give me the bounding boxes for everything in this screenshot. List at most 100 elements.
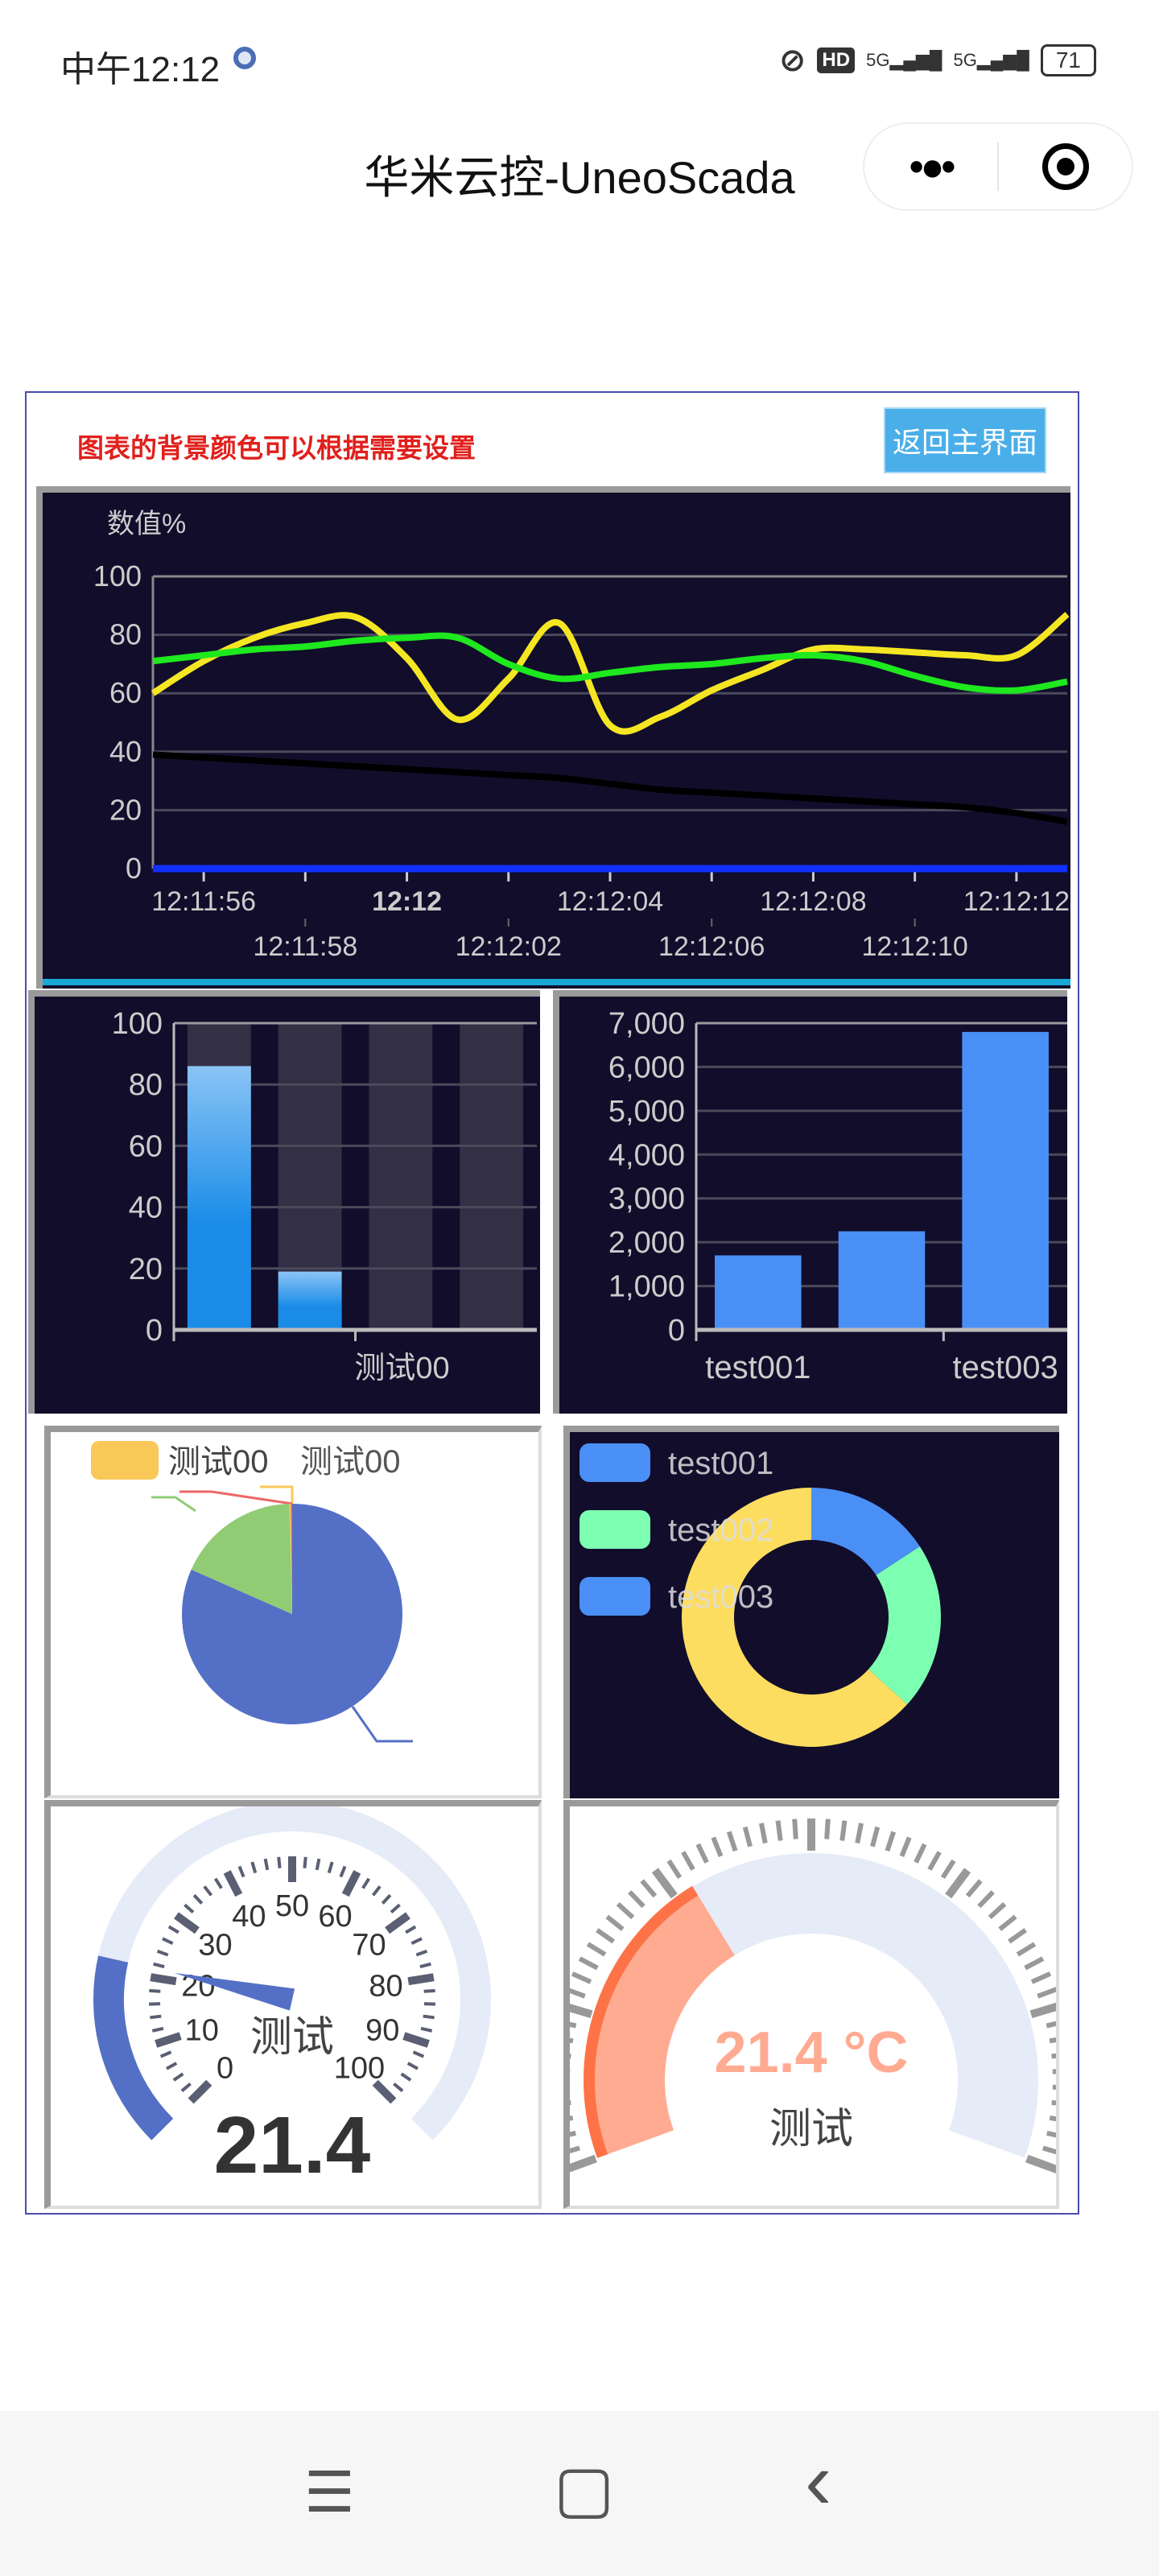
- legend-swatch: [91, 1441, 159, 1480]
- gauge-tick: [759, 1823, 768, 1844]
- gauge-tick: [885, 1831, 897, 1852]
- gauge-tick: [188, 2079, 212, 2104]
- more-dots-icon[interactable]: •●•: [909, 144, 955, 189]
- gauge-tick: [559, 2000, 593, 2019]
- gauge-value: 21.4 °C: [715, 2021, 909, 2085]
- gauge-tick: [998, 1914, 1017, 1931]
- gauge-tick-label: 70: [352, 1929, 386, 1963]
- legend-label: test002: [668, 1513, 773, 1548]
- bar: [715, 1255, 802, 1330]
- gauge-name: 测试: [769, 2106, 853, 2153]
- bar-chart-test: 0 1,000 2,000 3,000 4,000 5,000 6,000 7,000 test…: [608, 1007, 1067, 1385]
- gauge-tick: [940, 1859, 956, 1880]
- hint-text: 图表的背景颜色可以根据需要设置: [77, 433, 476, 463]
- pie-slice: [681, 1488, 908, 1747]
- gauge-tick: [726, 1831, 738, 1852]
- gauge-name: 测试: [250, 2014, 334, 2061]
- gauge-tick: [213, 1877, 223, 1889]
- gauge-value: 21.4: [214, 2100, 371, 2190]
- bar-chart-percent: 0 20 40 60 80 100 测试00: [112, 1007, 537, 1385]
- gauge-tick-label: 60: [318, 1900, 352, 1934]
- x-tick-label: 12:11:56: [151, 886, 256, 917]
- target-icon[interactable]: [999, 143, 1132, 190]
- gauge-tick: [339, 1865, 347, 1878]
- temperature-gauge: 21.4 °C 测试: [550, 1818, 1073, 2174]
- gauge-tick: [410, 1937, 423, 1945]
- gauge-tick: [1029, 2000, 1063, 2019]
- pie-slice: [868, 1546, 941, 1705]
- x-tick-label: 12:12:04: [557, 886, 663, 917]
- gauge-progress: [93, 1955, 174, 2140]
- gauge-tick: [551, 2051, 571, 2059]
- gauge-tick: [914, 1843, 927, 1864]
- gauge-tick: [159, 2050, 172, 2058]
- legend-label: 测试00: [300, 1444, 401, 1480]
- gauge-tick: [1016, 1942, 1037, 1957]
- menu-icon[interactable]: ☰: [304, 2461, 355, 2524]
- back-to-main-button[interactable]: 返回主界面: [884, 407, 1046, 473]
- gauge-tick: [155, 2032, 182, 2048]
- y-tick-label: 40: [129, 1191, 163, 1225]
- gauge-tick: [899, 1836, 912, 1857]
- gauge-tick: [695, 1843, 709, 1864]
- gauge-tick: [167, 1925, 179, 1934]
- gauge-tick-label: 80: [369, 1970, 402, 2004]
- pie-chart: 测试00 测试00: [91, 1441, 413, 1743]
- signal-icon: 5G▂▄▆█: [866, 50, 942, 70]
- label-line: [179, 1490, 293, 1505]
- y-tick-label: 60: [109, 676, 142, 709]
- home-icon[interactable]: ▢: [554, 2453, 615, 2524]
- link-icon: ⊘: [778, 43, 806, 78]
- y-tick-label: 4,000: [608, 1138, 685, 1172]
- legend-swatch: [580, 1577, 650, 1616]
- y-tick-label: 60: [129, 1129, 163, 1163]
- gauge-tick: [605, 1914, 625, 1931]
- x-tick-label: 12:12:02: [456, 931, 562, 962]
- gauge-tick: [327, 1861, 334, 1874]
- gauge-tick: [149, 1988, 161, 1993]
- back-icon[interactable]: ‹: [805, 2436, 832, 2526]
- gauge-tick: [1052, 2068, 1073, 2074]
- bar-chart-percent-panel: 0 20 40 60 80 100 测试00: [28, 990, 540, 1414]
- gauge-tick: [945, 1868, 971, 1899]
- gauge-tick: [927, 1851, 942, 1871]
- gauge-tick: [402, 2032, 430, 2048]
- label-line: [351, 1706, 413, 1743]
- y-tick-label: 6,000: [608, 1051, 685, 1084]
- y-tick-label: 80: [109, 618, 142, 651]
- gauge-tick: [1030, 1971, 1052, 1984]
- bar-background: [460, 1023, 524, 1330]
- gauge-tick: [681, 1851, 695, 1871]
- y-tick-label: 80: [129, 1068, 163, 1102]
- line-series-1: [152, 632, 1068, 694]
- gauge-tick: [1049, 2035, 1070, 2044]
- y-tick-label: 2,000: [608, 1226, 685, 1260]
- line-chart: 数值% 0 20 40 60 80 100 12:11:56 12:11:58 12:12 12:1…: [43, 509, 1070, 985]
- gauge-tick: [1046, 2130, 1067, 2140]
- temperature-gauge-panel: 21.4 °C 测试: [550, 1800, 1073, 2209]
- legend-label: 测试00: [168, 1444, 269, 1480]
- bar: [278, 1271, 342, 1330]
- gauge-tick: [174, 1912, 200, 1934]
- gauge-tick: [162, 1937, 174, 1945]
- gauge-tick: [578, 1956, 599, 1971]
- gauge-tick: [277, 1856, 282, 1868]
- gauge-tick: [156, 1949, 169, 1957]
- gauge-tick: [180, 2082, 192, 2093]
- x-tick-label: 12:12:12: [963, 886, 1070, 917]
- gauge-tick: [1024, 1956, 1045, 1971]
- gauge-tick: [361, 1877, 371, 1889]
- y-tick-label: 100: [112, 1007, 163, 1041]
- gauge-tick: [153, 1962, 165, 1969]
- gauge-tick-label: 0: [217, 2051, 233, 2085]
- gauge-tick: [385, 1912, 410, 1934]
- gauge-tick: [571, 1971, 592, 1984]
- line-series-0: [151, 612, 1070, 735]
- legend-swatch: [580, 1443, 650, 1482]
- y-tick-label: 100: [93, 559, 142, 592]
- pie-slice: [191, 1504, 292, 1614]
- gauge-tick: [420, 2026, 433, 2033]
- gauge-tick: [1051, 2051, 1072, 2059]
- gauge-tick: [628, 1890, 645, 1909]
- gauge-tick-label: 100: [334, 2051, 385, 2085]
